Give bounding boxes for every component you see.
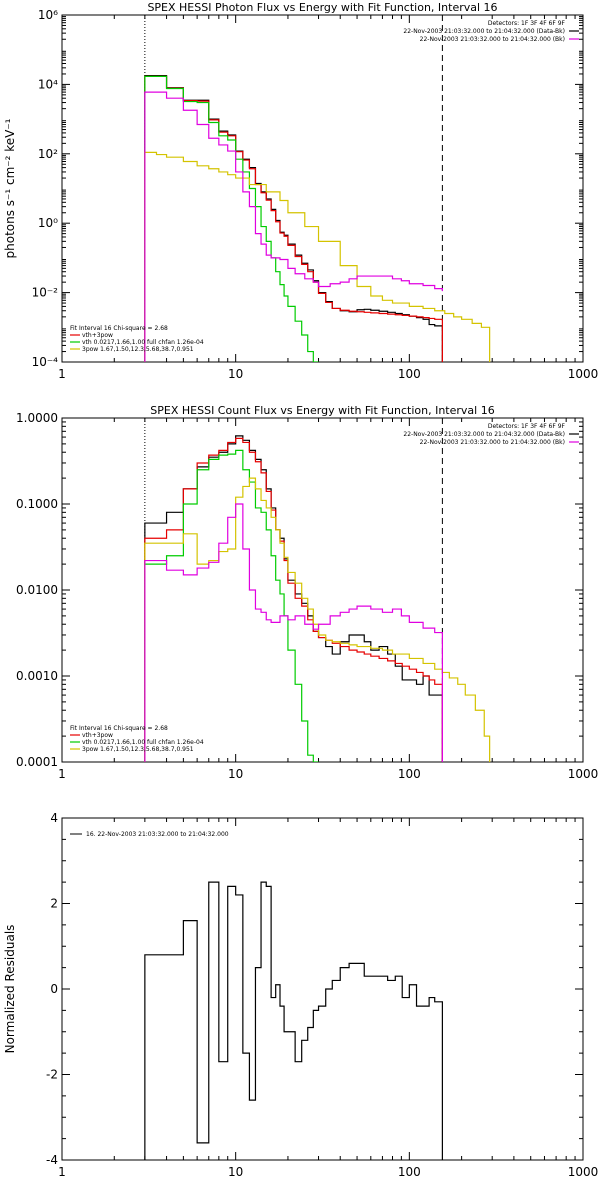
x-tick-label: 1: [58, 367, 66, 381]
y-tick-label: 10⁴: [38, 77, 58, 91]
series-data-line: [144, 881, 443, 1160]
legend-bottomleft-title: Fit Interval 16 Chi-square = 2.68: [70, 325, 168, 332]
x-tick-label: 100: [398, 1165, 421, 1179]
x-tick-label: 10: [228, 1165, 243, 1179]
y-tick-label: 10⁰: [38, 216, 58, 230]
legend-bottomleft-text: 3pow 1.67,1.50,12.3,5.68,38.7,0.951: [82, 746, 194, 753]
x-tick-label: 1: [58, 1165, 66, 1179]
series-total_fit-line: [144, 437, 443, 762]
legend-topright-text: 22-Nov-2003 21:03:32.000 to 21:04:32.000…: [420, 439, 565, 446]
y-tick-label: 10²: [38, 147, 58, 161]
plot-frame-2: [61, 817, 584, 1161]
y-tick-label: 2: [50, 897, 58, 911]
x-tick-label: 1000: [568, 767, 599, 781]
x-tick-label: 10: [228, 367, 243, 381]
legend-topright-text: Detectors: 1F 3F 4F 6F 9F: [488, 20, 566, 27]
series-thermal-line: [144, 75, 319, 362]
y-tick-label: 1.0000: [16, 411, 58, 425]
plot-frame-0: [61, 14, 584, 363]
y-tick-label: -2: [46, 1068, 58, 1082]
y-tick-label: -4: [46, 1153, 58, 1167]
legend-bottomleft-text: vth+3pow: [82, 332, 113, 339]
legend-topleft-text: 16. 22-Nov-2003 21:03:32.000 to 21:04:32…: [86, 831, 229, 838]
y-tick-label: 0.0001: [16, 755, 58, 769]
x-tick-label: 1: [58, 767, 66, 781]
y-axis-label-0: photons s⁻¹ cm⁻² keV⁻¹: [3, 118, 17, 258]
y-tick-label: 0.0100: [16, 583, 58, 597]
chart-title-1: SPEX HESSI Count Flux vs Energy with Fit…: [150, 404, 494, 417]
y-tick-label: 10⁻⁴: [32, 355, 59, 369]
y-tick-label: 0.1000: [16, 497, 58, 511]
series-power_law-line: [144, 151, 491, 362]
plot-frame-1: [61, 417, 584, 763]
y-axis-label-2: Normalized Residuals: [3, 925, 17, 1054]
x-tick-label: 10: [228, 767, 243, 781]
series-data-line: [144, 74, 443, 362]
y-tick-label: 10⁻²: [32, 286, 59, 300]
chart-title-0: SPEX HESSI Photon Flux vs Energy with Fi…: [147, 1, 497, 14]
y-tick-label: 10⁶: [38, 8, 58, 22]
series-total_fit-line: [144, 75, 443, 362]
legend-topright-text: 22-Nov-2003 21:03:32.000 to 21:04:32.000…: [420, 36, 565, 43]
series-background-line: [144, 503, 443, 762]
x-tick-label: 100: [398, 767, 421, 781]
series-data-line: [144, 435, 443, 762]
y-tick-label: 0: [50, 982, 58, 996]
legend-bottomleft-text: vth 0.0217,1.66,1.00 full chfan 1.26e-04: [82, 339, 204, 346]
legend-topright-text: 22-Nov-2003 21:03:32.000 to 21:04:32.000…: [403, 28, 565, 35]
y-tick-label: 4: [50, 811, 58, 825]
legend-topright-text: 22-Nov-2003 21:03:32.000 to 21:04:32.000…: [403, 431, 565, 438]
legend-bottomleft-text: vth+3pow: [82, 732, 113, 739]
y-tick-label: 0.0010: [16, 669, 58, 683]
legend-topright-text: Detectors: 1F 3F 4F 6F 9F: [488, 423, 566, 430]
x-tick-label: 100: [398, 367, 421, 381]
legend-bottomleft-title: Fit Interval 16 Chi-square = 2.68: [70, 725, 168, 732]
series-background-line: [144, 91, 443, 362]
series-power_law-line: [144, 477, 491, 762]
x-tick-label: 1000: [568, 1165, 599, 1179]
legend-bottomleft-text: 3pow 1.67,1.50,12.3,5.68,38.7,0.951: [82, 346, 194, 353]
series-thermal-line: [144, 449, 319, 762]
legend-bottomleft-text: vth 0.0217,1.66,1.00 full chfan 1.26e-04: [82, 739, 204, 746]
x-tick-label: 1000: [568, 367, 599, 381]
